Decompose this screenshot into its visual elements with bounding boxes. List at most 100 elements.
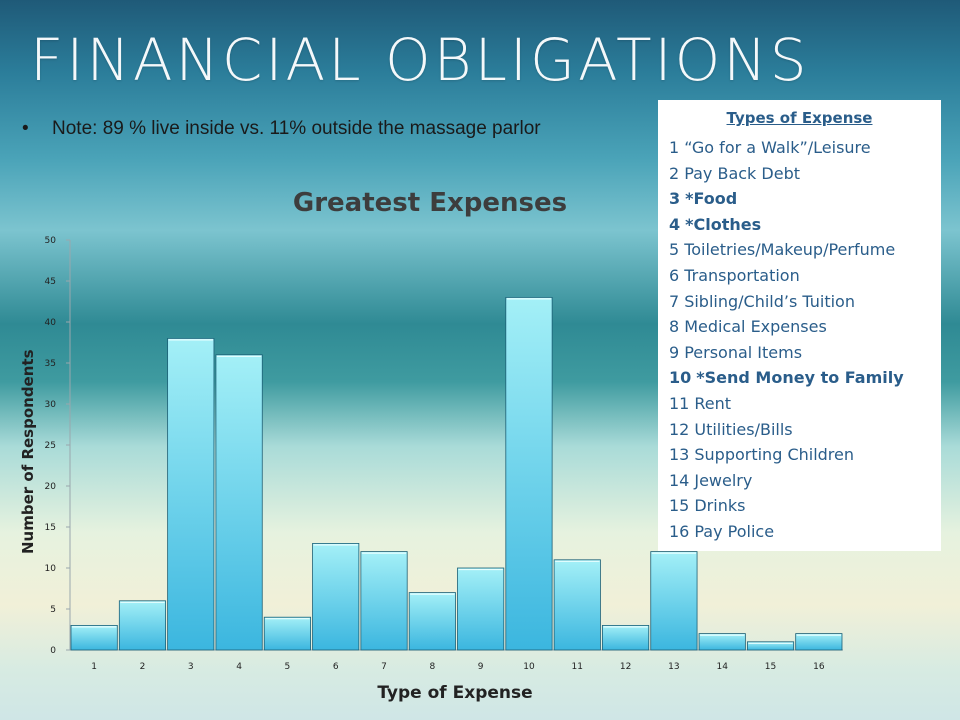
legend-item: 11 Rent bbox=[669, 391, 941, 417]
x-tick-label: 5 bbox=[285, 662, 291, 672]
legend-item-number: 5 bbox=[669, 240, 680, 260]
bar bbox=[263, 616, 311, 651]
legend-item-label: Pay Police bbox=[694, 521, 775, 541]
legend-item: 8 Medical Expenses bbox=[669, 314, 941, 340]
bar bbox=[215, 354, 263, 651]
legend-item: 5 Toiletries/Makeup/Perfume bbox=[669, 237, 941, 263]
x-tick-label: 11 bbox=[572, 662, 583, 672]
legend-item-number: 12 bbox=[669, 419, 690, 439]
legend-item-label: *Food bbox=[685, 189, 738, 209]
y-tick-label: 0 bbox=[50, 646, 56, 656]
note-bullet-item: • Note: 89 % live inside vs. 11% outside… bbox=[22, 114, 612, 143]
legend-item-number: 11 bbox=[669, 393, 690, 413]
bar bbox=[698, 633, 746, 651]
legend-item-label: Utilities/Bills bbox=[694, 419, 793, 439]
x-tick-label: 3 bbox=[188, 662, 194, 672]
x-tick-label: 9 bbox=[478, 662, 484, 672]
legend-item-number: 14 bbox=[669, 470, 690, 490]
y-axis-label: Number of Respondents bbox=[19, 349, 37, 554]
legend-title: Types of Expense bbox=[726, 109, 873, 127]
x-tick-label: 7 bbox=[381, 662, 387, 672]
y-tick-label: 15 bbox=[45, 523, 56, 533]
legend-item: 4 *Clothes bbox=[669, 212, 941, 238]
y-tick-label: 10 bbox=[45, 564, 57, 574]
legend-item-label: Transportation bbox=[684, 265, 800, 285]
y-tick-label: 5 bbox=[50, 605, 56, 615]
x-axis-label: Type of Expense bbox=[377, 683, 533, 703]
legend-item-number: 1 bbox=[669, 138, 680, 157]
legend-item-number: 7 bbox=[669, 291, 680, 311]
x-tick-label: 8 bbox=[429, 662, 435, 672]
bar bbox=[408, 592, 456, 651]
x-tick-label: 10 bbox=[523, 662, 535, 672]
x-tick-label: 15 bbox=[765, 662, 776, 672]
y-tick-label: 25 bbox=[45, 441, 56, 451]
legend-item: 10 *Send Money to Family bbox=[669, 365, 941, 391]
y-tick-label: 30 bbox=[45, 400, 57, 410]
legend-item-number: 4 bbox=[669, 214, 681, 234]
bar bbox=[70, 625, 118, 651]
y-tick-label: 45 bbox=[45, 277, 56, 287]
legend-list: 1 “Go for a Walk”/Leisure 2 Pay Back Debt 3 *… bbox=[658, 135, 941, 545]
legend-item-label: Pay Back Debt bbox=[684, 163, 800, 183]
y-tick-label: 20 bbox=[45, 482, 57, 492]
legend-item: 2 Pay Back Debt bbox=[669, 161, 941, 187]
legend-item-label: Jewelry bbox=[694, 470, 753, 490]
legend-item: 16 Pay Police bbox=[669, 519, 941, 545]
legend-item: 3 *Food bbox=[669, 186, 941, 212]
bar bbox=[650, 551, 698, 651]
x-tick-label: 4 bbox=[236, 662, 242, 672]
legend-item: 14 Jewelry bbox=[669, 468, 941, 494]
legend-item: 1 “Go for a Walk”/Leisure bbox=[669, 135, 941, 161]
x-tick-label: 2 bbox=[140, 662, 146, 672]
x-tick-label: 1 bbox=[91, 662, 97, 672]
x-tick-label: 14 bbox=[716, 662, 728, 672]
legend-item-number: 10 bbox=[669, 368, 692, 388]
legend-item-label: Toiletries/Makeup/Perfume bbox=[684, 240, 896, 260]
x-tick-label: 6 bbox=[333, 662, 339, 672]
expense-types-legend: Types of Expense 1 “Go for a Walk”/Leisur… bbox=[658, 100, 941, 551]
x-tick-label: 16 bbox=[813, 662, 825, 672]
legend-item-number: 15 bbox=[669, 496, 690, 516]
bar bbox=[167, 337, 215, 651]
legend-item-label: Personal Items bbox=[684, 342, 803, 362]
x-tick-label: 12 bbox=[620, 662, 631, 672]
x-tick-label: 13 bbox=[668, 662, 679, 672]
bar bbox=[553, 559, 601, 651]
bullet-icon: • bbox=[22, 118, 29, 139]
legend-item-label: Drinks bbox=[694, 496, 746, 516]
legend-item-number: 3 bbox=[669, 189, 681, 209]
legend-item: 9 Personal Items bbox=[669, 340, 941, 366]
legend-item-label: “Go for a Walk”/Leisure bbox=[684, 138, 871, 157]
note-text: Note: 89 % live inside vs. 11% outside t… bbox=[52, 118, 541, 139]
bar bbox=[312, 543, 360, 651]
slide-title: FINANCIAL OBLIGATIONS bbox=[30, 26, 810, 94]
legend-item-number: 9 bbox=[669, 342, 680, 362]
bar bbox=[505, 296, 553, 651]
bar bbox=[795, 633, 843, 651]
bar bbox=[602, 625, 650, 651]
bar bbox=[118, 600, 167, 651]
y-tick-label: 40 bbox=[45, 318, 57, 328]
bar bbox=[746, 641, 795, 651]
bar bbox=[457, 567, 505, 651]
legend-item-label: Rent bbox=[694, 393, 732, 413]
legend-item-number: 16 bbox=[669, 521, 690, 541]
legend-item: 6 Transportation bbox=[669, 263, 941, 289]
legend-item-label: Sibling/Child’s Tuition bbox=[684, 291, 855, 311]
legend-item-label: *Send Money to Family bbox=[696, 368, 904, 388]
y-tick-label: 50 bbox=[45, 236, 57, 246]
legend-item: 7 Sibling/Child’s Tuition bbox=[669, 289, 941, 315]
bar bbox=[360, 551, 408, 651]
legend-item-number: 13 bbox=[669, 445, 690, 465]
legend-item-label: *Clothes bbox=[685, 214, 762, 234]
legend-item: 13 Supporting Children bbox=[669, 442, 941, 468]
chart-title: Greatest Expenses bbox=[292, 188, 568, 218]
legend-item-number: 8 bbox=[669, 317, 680, 337]
legend-item-label: Supporting Children bbox=[694, 445, 855, 465]
legend-item: 12 Utilities/Bills bbox=[669, 417, 941, 443]
y-tick-label: 35 bbox=[45, 359, 56, 369]
legend-item: 15 Drinks bbox=[669, 493, 941, 519]
legend-item-label: Medical Expenses bbox=[684, 317, 827, 337]
